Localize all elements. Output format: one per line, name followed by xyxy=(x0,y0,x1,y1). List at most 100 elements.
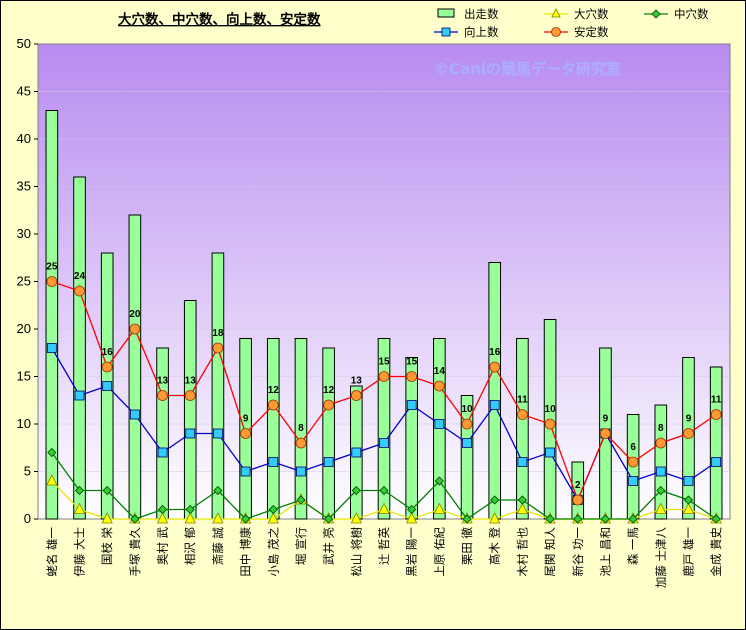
marker-中穴数-13 xyxy=(379,485,389,496)
marker-安定数-25 xyxy=(710,409,722,420)
marker-中穴数-12 xyxy=(351,485,361,496)
bar-13 xyxy=(377,338,391,520)
marker-中穴数-6 xyxy=(185,504,195,515)
y-tick-label: 50 xyxy=(17,36,31,51)
data-label-安定数-16: 10 xyxy=(461,404,473,415)
x-tick-label: 尾関 知人 xyxy=(543,527,557,577)
marker-安定数-21 xyxy=(600,428,611,439)
data-label-安定数-17: 16 xyxy=(489,347,501,358)
legend-marker xyxy=(651,9,661,19)
y-tick-label: 30 xyxy=(17,226,31,241)
marker-向上数-4 xyxy=(129,409,140,420)
legend-label: 出走数 xyxy=(464,7,499,21)
y-tick-label: 5 xyxy=(24,464,31,479)
x-tick-label: 小島 茂之 xyxy=(266,527,280,577)
data-label-安定数-5: 13 xyxy=(157,376,169,387)
data-label-安定数-22: 6 xyxy=(630,442,636,453)
x-tick-label: 斎藤 誠 xyxy=(211,527,225,566)
data-label-安定数-7: 18 xyxy=(212,328,224,339)
marker-安定数-4 xyxy=(129,323,141,335)
marker-向上数-24 xyxy=(683,476,694,486)
legend-label: 向上数 xyxy=(464,25,499,39)
y-tick-label: 0 xyxy=(24,511,31,526)
x-tick-label: 新谷 功一 xyxy=(571,527,585,577)
marker-向上数-15 xyxy=(434,419,445,429)
x-tick-label: 堀 宣行 xyxy=(294,527,308,565)
marker-向上数-14 xyxy=(406,400,417,410)
marker-向上数-18 xyxy=(517,457,528,467)
data-label-安定数-25: 11 xyxy=(711,395,722,406)
marker-向上数-19 xyxy=(545,447,555,458)
marker-大穴数-2 xyxy=(73,502,86,514)
x-tick-label: 加藤 士津八 xyxy=(654,527,668,589)
marker-中穴数-20 xyxy=(573,514,583,524)
x-tick-label: 上原 佑紀 xyxy=(432,527,446,577)
marker-安定数-9 xyxy=(267,399,279,411)
chart-title: 大穴数、中穴数、向上数、安定数 xyxy=(118,11,321,28)
legend-item-4: 向上数 xyxy=(434,25,499,39)
bar-17 xyxy=(488,262,502,520)
data-label-安定数-8: 9 xyxy=(243,414,249,425)
marker-大穴数-15 xyxy=(433,502,446,514)
bar-9 xyxy=(266,338,280,520)
y-tick-label: 45 xyxy=(17,84,31,99)
marker-安定数-5 xyxy=(157,390,168,401)
x-tick-label: 森 一馬 xyxy=(626,527,640,565)
marker-中穴数-3 xyxy=(102,485,112,496)
marker-中穴数-24 xyxy=(683,495,694,505)
marker-向上数-23 xyxy=(655,466,666,477)
marker-中穴数-1 xyxy=(47,447,57,458)
marker-向上数-8 xyxy=(240,466,251,477)
marker-向上数-5 xyxy=(157,447,168,458)
legend-item-2: 大穴数 xyxy=(544,7,609,21)
marker-中穴数-4 xyxy=(130,514,140,524)
legend-item-5: 安定数 xyxy=(544,25,609,39)
data-label-安定数-19: 10 xyxy=(545,404,557,415)
marker-安定数-11 xyxy=(323,399,335,411)
bar-10 xyxy=(294,338,308,520)
data-label-安定数-18: 11 xyxy=(517,395,528,406)
x-tick-label: 高木 登 xyxy=(488,527,502,566)
marker-大穴数-17 xyxy=(489,512,501,524)
data-label-安定数-14: 15 xyxy=(406,357,418,368)
marker-安定数-8 xyxy=(240,428,252,439)
marker-向上数-2 xyxy=(74,390,85,401)
data-label-安定数-9: 12 xyxy=(268,385,280,396)
marker-大穴数-7 xyxy=(212,512,224,524)
marker-向上数-7 xyxy=(213,428,223,439)
marker-安定数-14 xyxy=(406,371,418,382)
marker-安定数-1 xyxy=(46,276,58,287)
legend-marker xyxy=(551,8,561,18)
data-label-安定数-20: 2 xyxy=(575,480,581,491)
bar-18 xyxy=(516,338,529,520)
y-tick-label: 20 xyxy=(17,321,31,336)
marker-安定数-13 xyxy=(378,371,390,382)
marker-中穴数-16 xyxy=(462,514,472,524)
marker-向上数-13 xyxy=(379,438,389,448)
marker-大穴数-6 xyxy=(184,512,196,524)
marker-中穴数-19 xyxy=(545,514,555,524)
data-label-安定数-12: 13 xyxy=(351,376,363,387)
marker-大穴数-14 xyxy=(406,512,418,524)
data-label-安定数-3: 16 xyxy=(102,347,114,358)
bar-11 xyxy=(322,347,335,520)
legend-label: 中穴数 xyxy=(674,7,709,21)
marker-安定数-23 xyxy=(655,437,667,449)
data-label-安定数-13: 15 xyxy=(378,357,390,368)
legend-item-1: 出走数 xyxy=(437,7,499,21)
marker-中穴数-17 xyxy=(490,495,500,505)
legend-label: 大穴数 xyxy=(574,7,609,21)
marker-中穴数-23 xyxy=(656,485,666,496)
marker-中穴数-11 xyxy=(324,514,334,524)
data-label-安定数-6: 13 xyxy=(185,376,197,387)
x-tick-label: 木村 哲也 xyxy=(515,527,529,577)
x-tick-label: 鹿戸 雄一 xyxy=(681,527,695,577)
marker-中穴数-2 xyxy=(74,485,85,496)
bar-5 xyxy=(156,347,169,520)
marker-向上数-12 xyxy=(351,447,362,458)
marker-向上数-25 xyxy=(711,457,722,467)
marker-大穴数-5 xyxy=(156,512,169,524)
marker-中穴数-14 xyxy=(407,504,417,515)
marker-中穴数-10 xyxy=(296,495,306,505)
marker-向上数-10 xyxy=(296,466,306,477)
